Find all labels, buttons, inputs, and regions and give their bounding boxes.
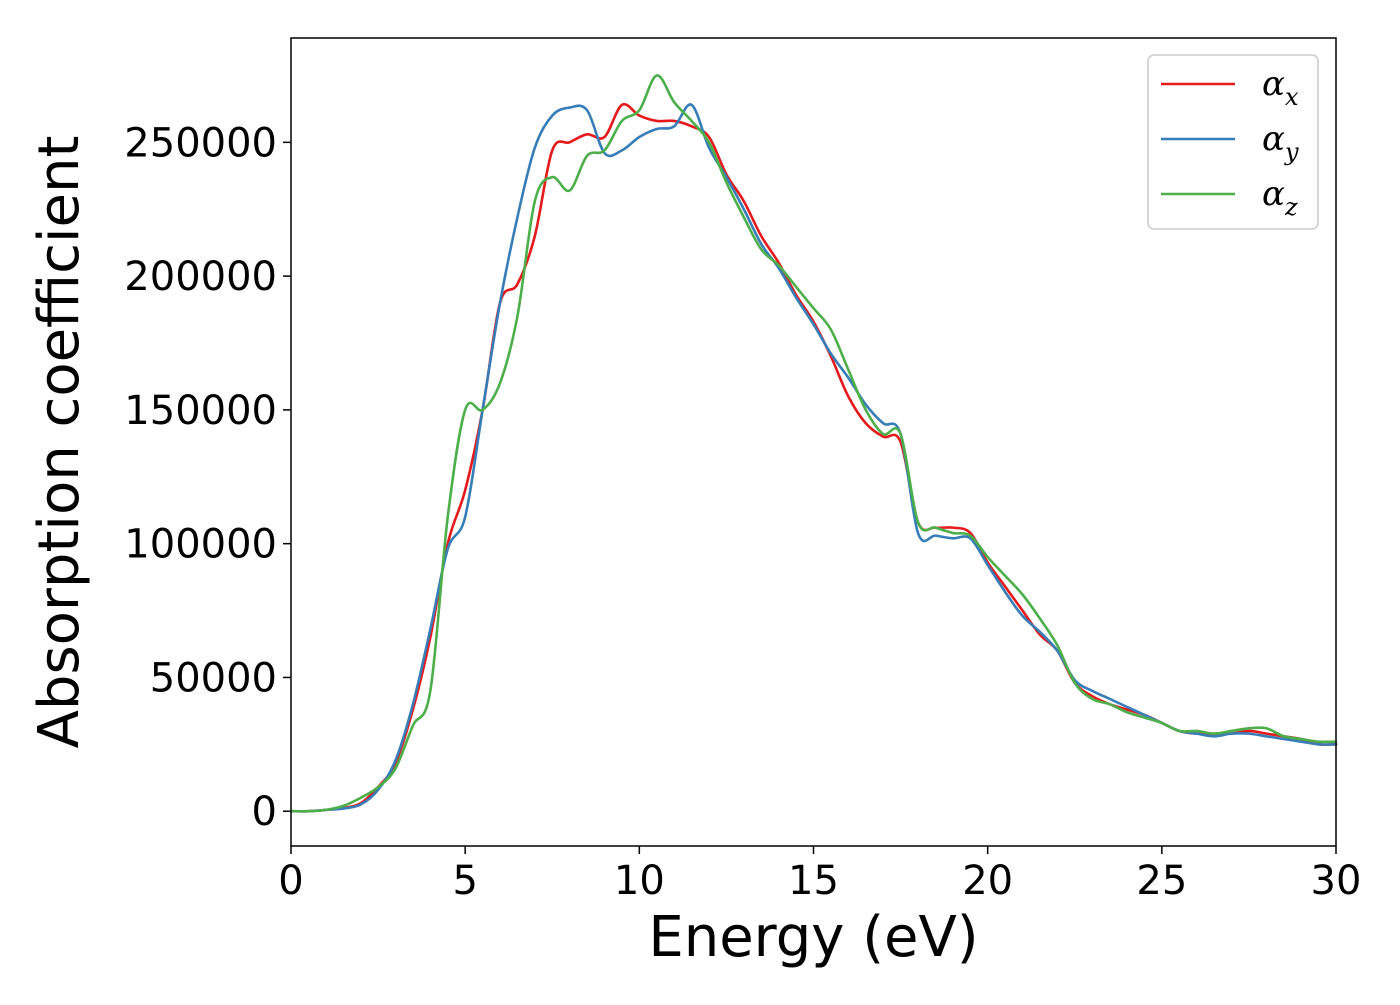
x-axis-title: Energy (eV)	[648, 905, 978, 970]
legend-label-base: α	[1262, 174, 1285, 214]
x-tick-label: 15	[788, 858, 839, 904]
x-tick-label: 30	[1311, 858, 1362, 904]
legend-label-base: α	[1262, 64, 1285, 104]
legend-label-sub: x	[1285, 83, 1299, 111]
legend-label-sub: z	[1284, 193, 1298, 221]
series-line-z	[289, 74, 1338, 813]
legend-label-x: αx	[1262, 64, 1299, 111]
legend-label-base: α	[1262, 119, 1285, 159]
y-tick-label: 0	[252, 789, 277, 835]
legend-label-sub: y	[1284, 138, 1299, 166]
series-layer	[289, 74, 1338, 813]
y-tick-label: 200000	[124, 254, 277, 300]
y-axis-title: Absorption coefficient	[27, 136, 92, 749]
x-tick-label: 10	[614, 858, 665, 904]
y-tick-label: 100000	[124, 522, 277, 568]
x-tick-label: 25	[1136, 858, 1187, 904]
y-tick-label: 250000	[124, 120, 277, 166]
x-tick-label: 5	[452, 858, 477, 904]
x-tick-label: 20	[962, 858, 1013, 904]
ticks-layer: 0 5 10 15 20 25 30 0 50000 100000 150000 200000 2500…	[124, 120, 1361, 904]
legend-box	[1147, 54, 1319, 230]
y-tick-label: 150000	[124, 388, 277, 434]
legend-label-z: αz	[1262, 174, 1298, 221]
legend-label-y: αy	[1262, 119, 1299, 166]
y-tick-label: 50000	[150, 655, 277, 701]
x-tick-label: 0	[278, 858, 303, 904]
plot-frame	[290, 37, 1337, 847]
